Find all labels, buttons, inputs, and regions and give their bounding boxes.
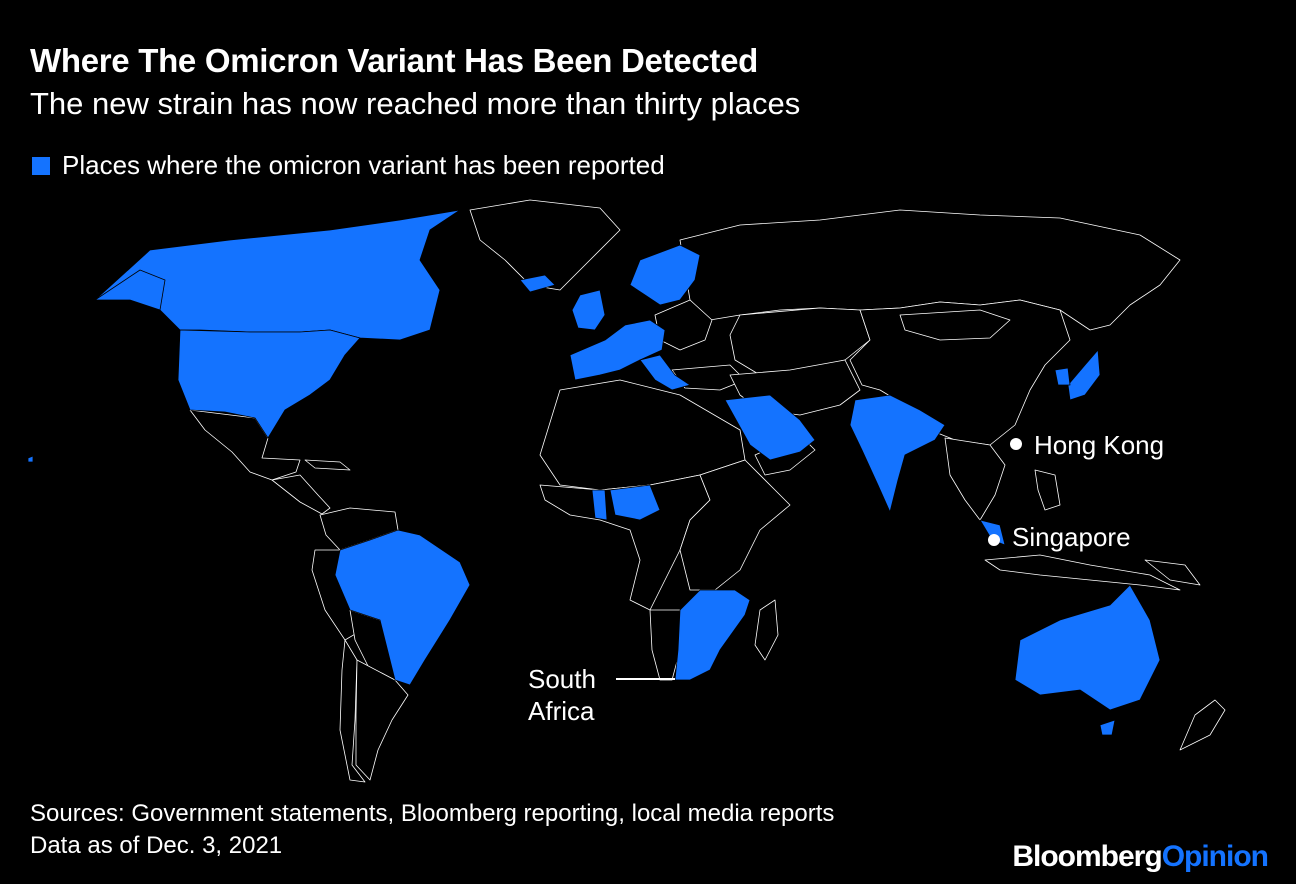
brand-opinion: Opinion	[1161, 840, 1269, 873]
country-mongolia	[899, 309, 1011, 341]
country-alaska	[94, 269, 166, 311]
country-brazil	[334, 529, 471, 686]
country-philippines	[1034, 469, 1061, 511]
land-other	[189, 199, 1226, 783]
country-western-europe	[569, 319, 666, 381]
country-madagascar	[754, 599, 779, 661]
country-new-zealand	[1179, 699, 1226, 751]
south-africa-label-line1: South	[528, 664, 596, 694]
country-italy-greece	[639, 354, 691, 391]
country-india	[849, 394, 946, 513]
callout-south-africa: South Africa	[526, 662, 675, 728]
country-indonesia	[984, 554, 1181, 591]
country-south-korea	[1054, 367, 1071, 386]
sources-note: Sources: Government statements, Bloomber…	[30, 800, 835, 827]
south-africa-label-line2: Africa	[528, 696, 595, 726]
country-greenland	[469, 199, 621, 291]
hong-kong-label: Hong Kong	[1034, 430, 1164, 460]
legend: Places where the omicron variant has bee…	[32, 150, 665, 181]
brand-bloomberg: Bloomberg	[1012, 840, 1162, 873]
legend-label: Places where the omicron variant has bee…	[62, 150, 665, 180]
country-uk-ireland	[571, 289, 606, 331]
hong-kong-marker	[1010, 438, 1022, 450]
country-united-states	[177, 329, 361, 439]
country-central-america	[271, 474, 331, 515]
country-saudi-arabia	[724, 394, 816, 461]
country-angola-namibia	[649, 609, 681, 681]
country-central-asia	[729, 307, 871, 376]
country-reunion	[27, 455, 34, 463]
legend-swatch	[32, 156, 50, 175]
country-cuba	[304, 459, 351, 471]
country-australia	[1014, 584, 1161, 711]
country-tasmania	[1099, 719, 1116, 736]
country-east-africa	[679, 459, 791, 591]
land-reported	[27, 209, 1161, 736]
singapore-label: Singapore	[1012, 522, 1131, 552]
country-southeast-asia	[944, 437, 1006, 521]
country-ghana	[591, 489, 608, 521]
bloomberg-opinion-logo: BloombergOpinion	[1012, 840, 1269, 874]
singapore-marker	[988, 534, 1000, 546]
country-iceland	[519, 274, 556, 293]
callout-hong-kong: Hong Kong	[1010, 428, 1166, 462]
chart-title: Where The Omicron Variant Has Been Detec…	[30, 42, 758, 79]
country-mexico	[189, 409, 301, 481]
country-west-central-africa	[539, 474, 711, 611]
country-china	[849, 299, 1071, 446]
callout-singapore: Singapore	[988, 520, 1133, 554]
world-map: Hong Kong Singapore South Africa	[27, 199, 1226, 783]
chart-subtitle: The new strain has now reached more than…	[30, 86, 801, 121]
data-date-note: Data as of Dec. 3, 2021	[30, 832, 283, 859]
country-southern-africa	[674, 589, 751, 681]
country-argentina	[355, 659, 409, 781]
country-japan	[1067, 349, 1101, 401]
country-png	[1144, 559, 1201, 586]
country-scandinavia	[629, 244, 701, 306]
country-nigeria	[609, 484, 661, 521]
